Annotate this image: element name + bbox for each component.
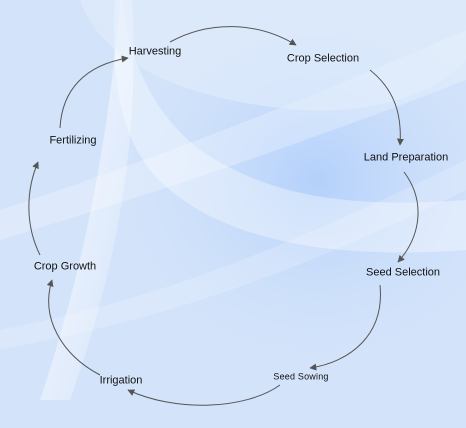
node-fertilizing: Fertilizing [49,134,97,147]
arrow-crop-growth-to-fertilizing [28,161,41,256]
arrow-fertilizing-to-harvesting [59,55,129,129]
node-harvesting: Harvesting [128,45,182,58]
node-land-preparation: Land Preparation [363,151,449,164]
arrow-seed-selection-to-seed-sowing [309,284,381,371]
arrow-land-preparation-to-seed-selection [397,171,419,263]
arrow-seed-sowing-to-irrigation [127,384,281,406]
node-seed-selection: Seed Selection [366,266,440,279]
node-irrigation: Irrigation [99,374,143,387]
node-seed-sowing: Seed Sowing [273,371,329,382]
arrow-irrigation-to-crop-growth [46,279,101,376]
arrow-crop-selection-to-land-preparation [369,69,404,146]
node-crop-selection: Crop Selection [286,52,360,65]
node-crop-growth: Crop Growth [33,260,97,273]
arrow-harvesting-to-crop-selection [169,26,297,46]
